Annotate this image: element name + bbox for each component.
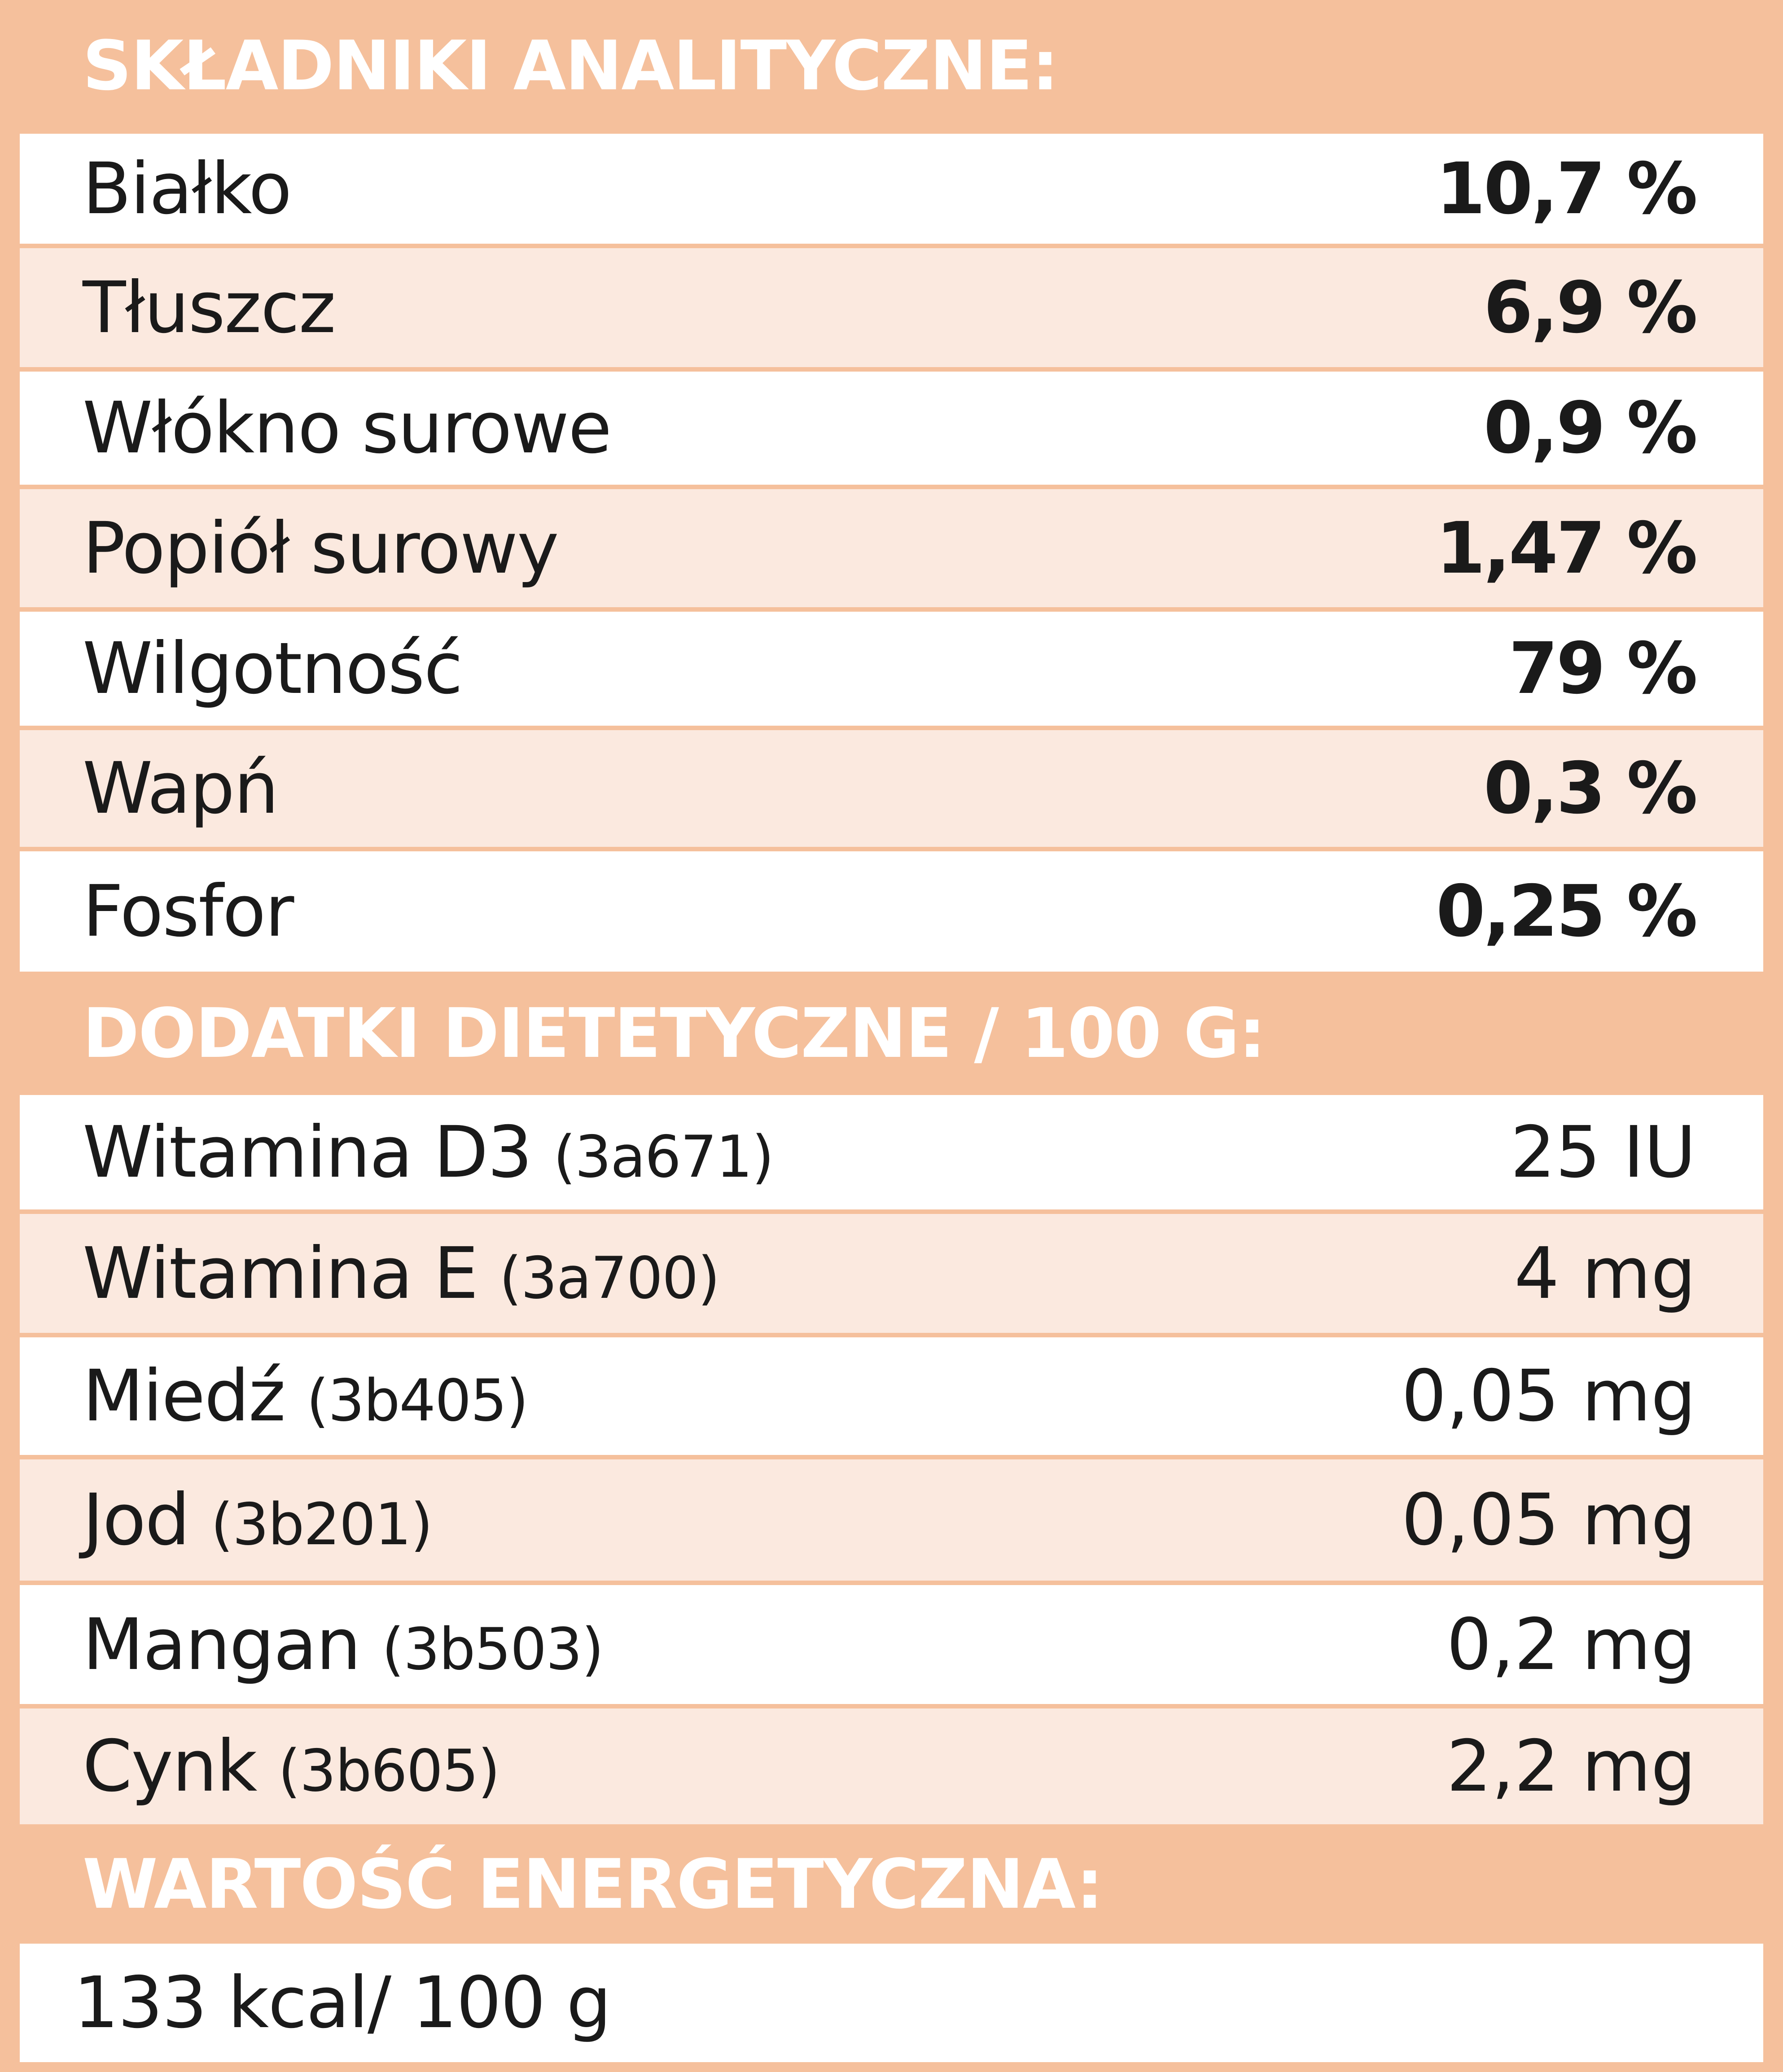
row-value: 2,2 mg xyxy=(1446,1725,1696,1808)
row-label: Witamina E (3a700) xyxy=(83,1232,720,1315)
row-name: Cynk xyxy=(83,1725,257,1808)
table-row-manganese: Mangan (3b503) 0,2 mg xyxy=(20,1585,1763,1704)
row-name: Jod xyxy=(83,1479,190,1561)
row-label: Cynk (3b605) xyxy=(83,1725,500,1808)
row-label: Miedź (3b405) xyxy=(83,1355,529,1437)
additives-header: DODATKI DIETETYCZNE / 100 G: xyxy=(20,972,1763,1095)
row-label: Tłuszcz xyxy=(83,266,336,349)
table-row-energy: 133 kcal/ 100 g xyxy=(20,1944,1763,2062)
energy-header: WARTOŚĆ ENERGETYCZNA: xyxy=(20,1824,1763,1944)
row-value: 1,47 % xyxy=(1436,507,1698,590)
row-value: 0,25 % xyxy=(1436,870,1698,953)
table-row-ash: Popiół surowy 1,47 % xyxy=(20,489,1763,607)
table-row-iodine: Jod (3b201) 0,05 mg xyxy=(20,1459,1763,1581)
energy-title: WARTOŚĆ ENERGETYCZNA: xyxy=(83,1844,1104,1924)
table-row-copper: Miedź (3b405) 0,05 mg xyxy=(20,1337,1763,1455)
row-code: (3b405) xyxy=(306,1367,529,1434)
row-value: 79 % xyxy=(1508,627,1698,710)
analytical-title: SKŁADNIKI ANALITYCZNE: xyxy=(83,26,1059,105)
row-label: Witamina D3 (3a671) xyxy=(83,1111,774,1194)
row-name: Mangan xyxy=(83,1603,361,1686)
row-value: 0,05 mg xyxy=(1401,1355,1696,1437)
row-label: Wilgotność xyxy=(83,627,463,710)
row-label: Fosfor xyxy=(83,870,294,953)
row-label: Jod (3b201) xyxy=(83,1479,433,1561)
row-value: 6,9 % xyxy=(1483,266,1698,349)
row-code: (3b201) xyxy=(210,1491,433,1558)
row-code: (3b605) xyxy=(278,1738,500,1805)
row-value: 0,3 % xyxy=(1483,747,1698,830)
row-label: Wapń xyxy=(83,747,279,830)
row-label: Białko xyxy=(83,147,292,230)
row-code: (3a700) xyxy=(499,1244,720,1312)
row-label: Włókno surowe xyxy=(83,387,612,469)
row-code: (3b503) xyxy=(381,1616,604,1683)
table-row-moisture: Wilgotność 79 % xyxy=(20,612,1763,726)
row-value: 25 IU xyxy=(1510,1111,1696,1194)
row-value: 0,05 mg xyxy=(1401,1479,1696,1561)
row-value: 4 mg xyxy=(1514,1232,1696,1315)
row-name: Miedź xyxy=(83,1355,286,1437)
row-value: 10,7 % xyxy=(1436,147,1698,230)
row-code: (3a671) xyxy=(553,1123,774,1191)
table-row-fiber: Włókno surowe 0,9 % xyxy=(20,372,1763,485)
table-row-fat: Tłuszcz 6,9 % xyxy=(20,248,1763,367)
row-name: Witamina D3 xyxy=(83,1111,533,1194)
table-row-calcium: Wapń 0,3 % xyxy=(20,730,1763,847)
row-value: 0,9 % xyxy=(1483,387,1698,469)
row-label: Popiół surowy xyxy=(83,507,559,590)
row-label: Mangan (3b503) xyxy=(83,1603,604,1686)
table-row-zinc: Cynk (3b605) 2,2 mg xyxy=(20,1708,1763,1824)
table-row-protein: Białko 10,7 % xyxy=(20,134,1763,244)
row-name: Witamina E xyxy=(83,1232,478,1315)
table-row-vitamin-e: Witamina E (3a700) 4 mg xyxy=(20,1214,1763,1333)
energy-value: 133 kcal/ 100 g xyxy=(74,1962,611,2044)
table-row-phosphorus: Fosfor 0,25 % xyxy=(20,851,1763,972)
row-value: 0,2 mg xyxy=(1446,1603,1696,1686)
table-row-vitamin-d3: Witamina D3 (3a671) 25 IU xyxy=(20,1095,1763,1209)
additives-title: DODATKI DIETETYCZNE / 100 G: xyxy=(83,994,1266,1073)
analytical-header: SKŁADNIKI ANALITYCZNE: xyxy=(20,0,1763,131)
